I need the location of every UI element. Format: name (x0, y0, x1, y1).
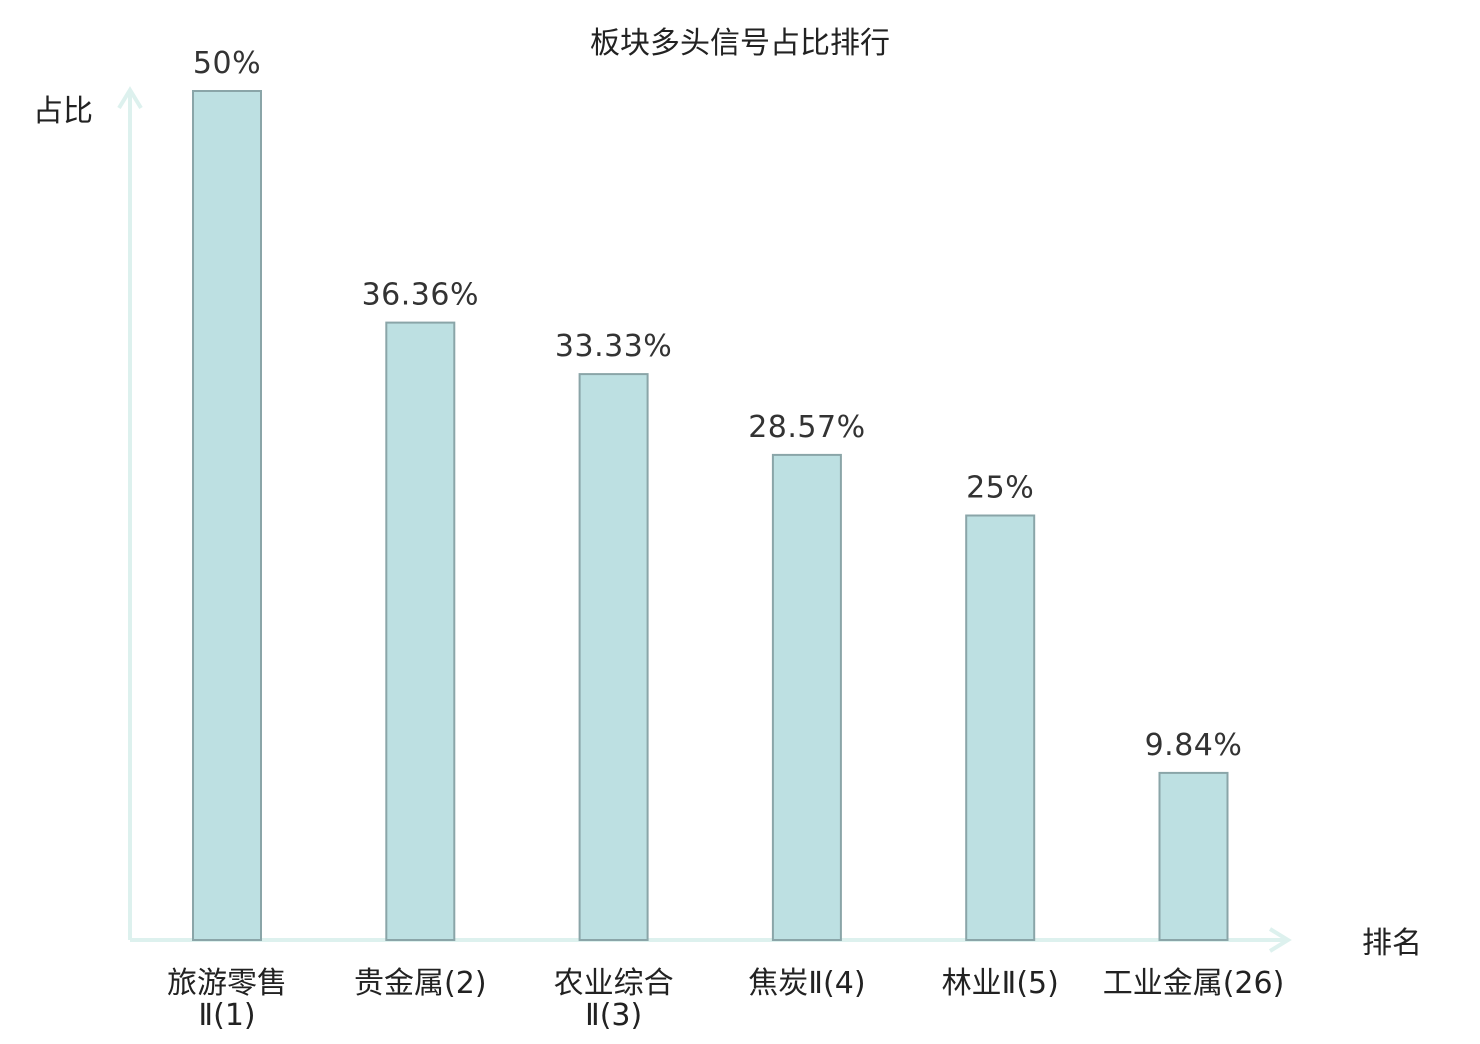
value-labels-group: 50% 36.36% 33.33% 28.57% 25% 9.84% (193, 46, 1243, 763)
bars-group (192, 90, 1229, 942)
x-axis-label: 排名 (1362, 926, 1422, 961)
bar-value-label: 28.57% (748, 410, 865, 445)
bar-value-label: 25% (966, 471, 1034, 506)
bar-value-label: 9.84% (1145, 728, 1243, 763)
bar (965, 514, 1036, 941)
chart-title: 板块多头信号占比排行 (590, 26, 890, 61)
category-label: 工业金属(26) (1103, 966, 1285, 1001)
bar (1158, 771, 1229, 942)
bar-value-label: 33.33% (555, 329, 672, 364)
axes (117, 86, 1292, 953)
bar (771, 453, 842, 941)
bar (192, 90, 262, 941)
category-label: 贵金属(2) (354, 966, 487, 1001)
bar (385, 321, 456, 942)
category-label: 旅游零售 (167, 966, 287, 1001)
bar (578, 373, 649, 942)
bar-value-label: 50% (193, 46, 261, 81)
category-label: 农业综合 (554, 966, 674, 1001)
y-axis-arrow (117, 86, 143, 110)
category-label: 焦炭Ⅱ(4) (748, 966, 865, 1001)
x-axis-arrow (1268, 927, 1292, 953)
category-label-line2: Ⅱ(3) (585, 998, 642, 1033)
category-label-line2: Ⅱ(1) (198, 998, 255, 1033)
category-label: 林业Ⅱ(5) (942, 966, 1059, 1001)
bar-value-label: 36.36% (362, 278, 479, 313)
y-axis-label: 占比 (33, 94, 93, 129)
